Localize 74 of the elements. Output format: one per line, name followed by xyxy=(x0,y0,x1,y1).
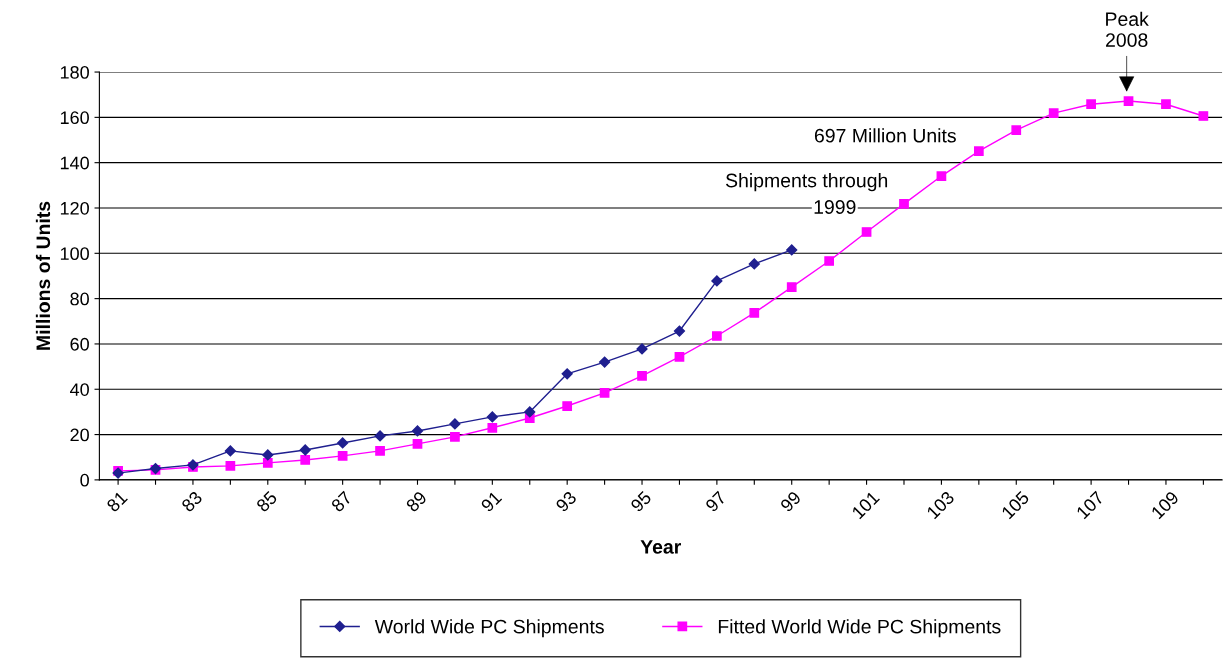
x-tick-label: 81 xyxy=(105,490,128,513)
y-tick-label: 100 xyxy=(60,247,89,261)
point xyxy=(225,460,236,471)
point xyxy=(337,451,348,461)
x-tick-label: 93 xyxy=(555,490,578,513)
point xyxy=(824,256,835,266)
point xyxy=(300,455,311,465)
y-tick-label: 0 xyxy=(80,473,89,487)
x-tick-label: 87 xyxy=(330,490,353,513)
point xyxy=(936,171,947,181)
point xyxy=(412,438,423,449)
point xyxy=(1086,99,1096,110)
point xyxy=(1048,108,1059,118)
x-tick-label: 95 xyxy=(629,490,653,513)
point xyxy=(861,227,872,237)
point xyxy=(487,422,498,433)
point xyxy=(262,449,274,461)
point xyxy=(637,371,647,381)
x-tick-label: 105 xyxy=(1000,490,1030,520)
point xyxy=(561,368,573,380)
point xyxy=(748,258,760,270)
y-axis-title: Millions of Units xyxy=(35,201,51,350)
x-tick-label: 101 xyxy=(851,490,881,520)
x-axis-title: Year xyxy=(640,540,681,554)
point xyxy=(1011,125,1022,135)
x-tick-label: 85 xyxy=(255,490,278,513)
x-tick-label: 97 xyxy=(704,490,727,513)
x-tick-label: 107 xyxy=(1075,490,1105,520)
y-tick-label: 80 xyxy=(70,292,89,306)
legend-label: World Wide PC Shipments xyxy=(374,619,604,638)
x-tick-label: 91 xyxy=(480,490,503,513)
point xyxy=(524,406,536,418)
point xyxy=(598,356,611,368)
x-tick-label: 109 xyxy=(1150,490,1180,520)
point xyxy=(674,351,685,362)
point xyxy=(599,388,610,398)
point xyxy=(711,275,723,287)
point xyxy=(299,444,311,456)
point xyxy=(375,446,385,456)
point xyxy=(1123,96,1134,106)
point xyxy=(337,437,349,449)
y-tick-label: 40 xyxy=(70,383,89,396)
point xyxy=(1198,111,1209,121)
point xyxy=(973,146,984,156)
x-tick-label: 83 xyxy=(180,490,203,513)
point xyxy=(899,199,909,209)
point xyxy=(562,401,573,411)
annotation: 697 Million Units xyxy=(814,128,956,143)
text: Peak 2008 xyxy=(1106,11,1149,47)
y-tick-label: 160 xyxy=(60,111,89,125)
point xyxy=(749,308,760,318)
annotation: Shipments through xyxy=(725,173,888,192)
x-tick-label: 89 xyxy=(405,490,428,513)
point xyxy=(786,282,797,292)
point xyxy=(486,411,498,423)
point xyxy=(449,418,461,430)
point xyxy=(450,431,460,442)
point xyxy=(1161,99,1171,110)
y-tick-label: 140 xyxy=(60,156,89,170)
point xyxy=(411,425,424,437)
y-tick-label: 20 xyxy=(70,428,89,442)
x-tick-label: 99 xyxy=(779,490,802,513)
point xyxy=(224,445,236,457)
point xyxy=(262,458,273,468)
point xyxy=(374,430,386,442)
legend-label: Fitted World Wide PC Shipments xyxy=(718,619,1001,638)
point xyxy=(712,331,722,341)
x-tick-label: 103 xyxy=(926,490,955,520)
annotation: 1999 xyxy=(814,200,856,214)
y-tick-label: 120 xyxy=(60,201,89,215)
point xyxy=(673,325,686,337)
y-tick-label: 180 xyxy=(60,65,89,79)
point xyxy=(786,244,798,256)
y-tick-label: 60 xyxy=(70,337,89,351)
